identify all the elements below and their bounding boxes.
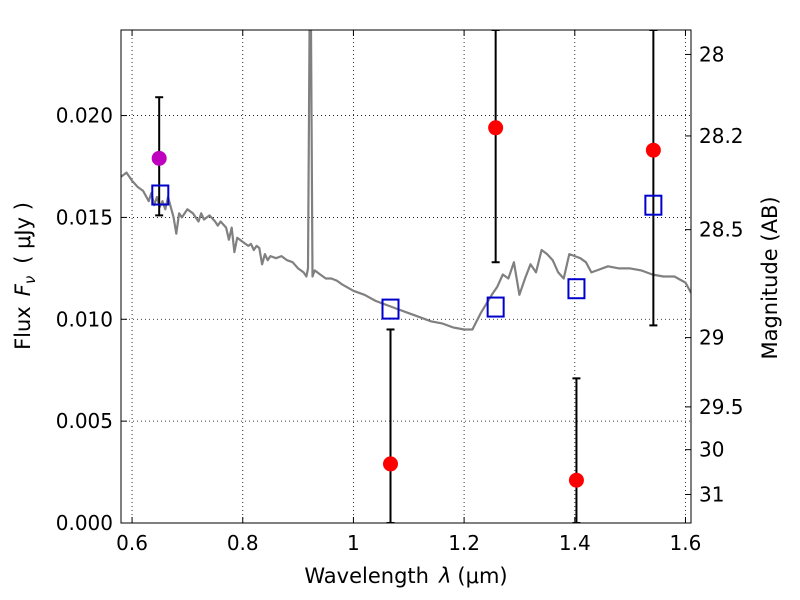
x-tick-label: 0.6 bbox=[116, 531, 148, 555]
y-axis-label-text: Flux bbox=[11, 306, 35, 350]
x-axis-label-unit: (μm) bbox=[457, 564, 507, 588]
plot-frame bbox=[120, 29, 692, 524]
x-tick-label: 0.8 bbox=[227, 531, 259, 555]
y2-tick-label: 30 bbox=[699, 438, 724, 462]
series-layer bbox=[121, 30, 691, 523]
model-flux-marker bbox=[151, 184, 170, 206]
y-tick-label: 0.000 bbox=[56, 511, 113, 535]
y-tick-label: 0.010 bbox=[56, 307, 113, 331]
y2-tick-label: 28.5 bbox=[699, 218, 744, 242]
y2-tick-label: 29.5 bbox=[699, 395, 744, 419]
y2-tick-label: 28 bbox=[699, 42, 724, 66]
data-point bbox=[568, 472, 584, 488]
x-tick-label: 1.4 bbox=[559, 531, 591, 555]
x-axis-label: Wavelength λ (μm) bbox=[304, 564, 507, 588]
model-flux-marker bbox=[381, 298, 400, 320]
data-point bbox=[645, 142, 661, 158]
grid bbox=[121, 30, 691, 523]
plot-area bbox=[121, 30, 691, 523]
x-axis-label-symbol: λ bbox=[438, 564, 451, 588]
model-flux-marker bbox=[486, 296, 505, 318]
y-tick-label: 0.005 bbox=[56, 409, 113, 433]
y2-tick-label: 28.2 bbox=[699, 124, 744, 148]
spectrum-line bbox=[121, 30, 691, 331]
data-point bbox=[488, 120, 504, 136]
y-tick-label: 0.020 bbox=[56, 104, 113, 128]
x-tick-label: 1.6 bbox=[670, 531, 702, 555]
model-flux-marker bbox=[644, 194, 663, 216]
data-point bbox=[151, 150, 167, 166]
y2-tick-label: 29 bbox=[699, 326, 724, 350]
y2-tick-label: 31 bbox=[699, 482, 724, 506]
x-tick-label: 1 bbox=[347, 531, 360, 555]
y-axis-label-symbol: F bbox=[11, 283, 35, 296]
y2-axis-label: Magnitude (AB) bbox=[758, 196, 782, 359]
x-tick-label: 1.2 bbox=[448, 531, 480, 555]
y-axis-label-symbol-sub: ν bbox=[21, 276, 39, 284]
x-axis-label-text: Wavelength bbox=[304, 564, 429, 588]
ticks: 0.6 0.8 1 1.2 1.4 1.6 0.000 0.005 0.010 0.015 0.02… bbox=[56, 30, 744, 555]
y-axis-label: Flux Fν ( μJy ) bbox=[11, 202, 39, 350]
data-point bbox=[383, 456, 399, 472]
y-axis-label-unit: ( μJy ) bbox=[11, 202, 35, 264]
model-flux-marker bbox=[567, 278, 586, 300]
y-tick-label: 0.015 bbox=[56, 205, 113, 229]
